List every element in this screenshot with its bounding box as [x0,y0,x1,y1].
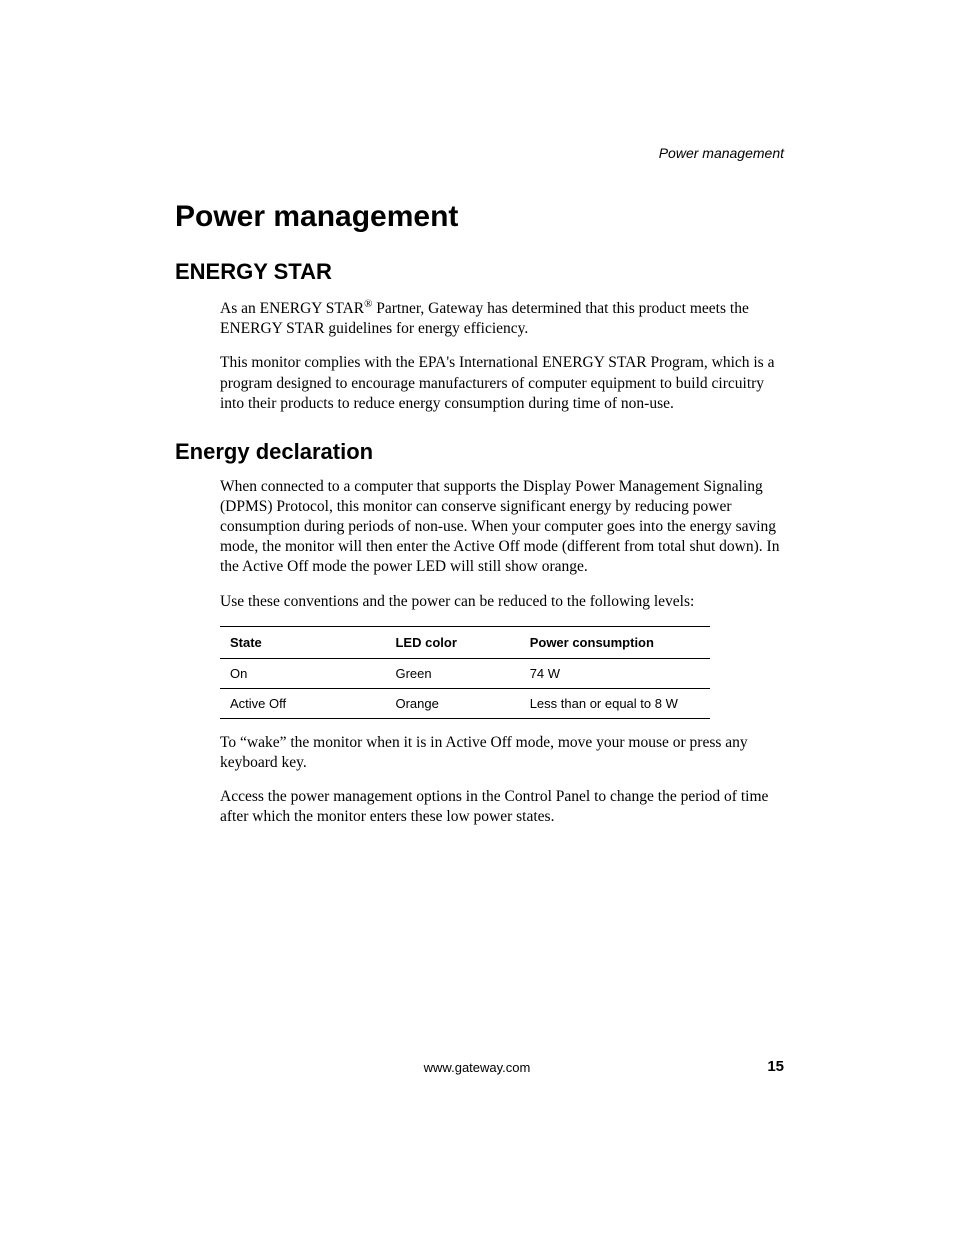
text-run: As an ENERGY STAR [220,300,364,317]
table-cell: Active Off [220,688,385,718]
table-row: On Green 74 W [220,658,710,688]
paragraph: Access the power management options in t… [175,787,784,827]
paragraph: As an ENERGY STAR® Partner, Gateway has … [175,297,784,339]
table-row: Active Off Orange Less than or equal to … [220,688,710,718]
footer-url: www.gateway.com [424,1060,531,1075]
table-header-cell: State [220,626,385,658]
power-consumption-table: State LED color Power consumption On Gre… [220,626,710,719]
page-title: Power management [175,200,784,234]
paragraph: When connected to a computer that suppor… [175,477,784,578]
running-header: Power management [659,145,784,161]
table-cell: 74 W [520,658,710,688]
paragraph: Use these conventions and the power can … [175,592,784,612]
paragraph: This monitor complies with the EPA's Int… [175,353,784,413]
table-header-cell: Power consumption [520,626,710,658]
table-cell: On [220,658,385,688]
table-header-cell: LED color [385,626,519,658]
paragraph: To “wake” the monitor when it is in Acti… [175,733,784,773]
table-cell: Orange [385,688,519,718]
table-cell: Green [385,658,519,688]
page-footer: www.gateway.com 15 [0,1060,954,1075]
section-heading-energy-star: ENERGY STAR [175,259,784,285]
table-cell: Less than or equal to 8 W [520,688,710,718]
table-header-row: State LED color Power consumption [220,626,710,658]
document-page: Power management Power management ENERGY… [0,0,954,827]
section-heading-energy-declaration: Energy declaration [175,439,784,465]
page-number: 15 [767,1058,784,1075]
